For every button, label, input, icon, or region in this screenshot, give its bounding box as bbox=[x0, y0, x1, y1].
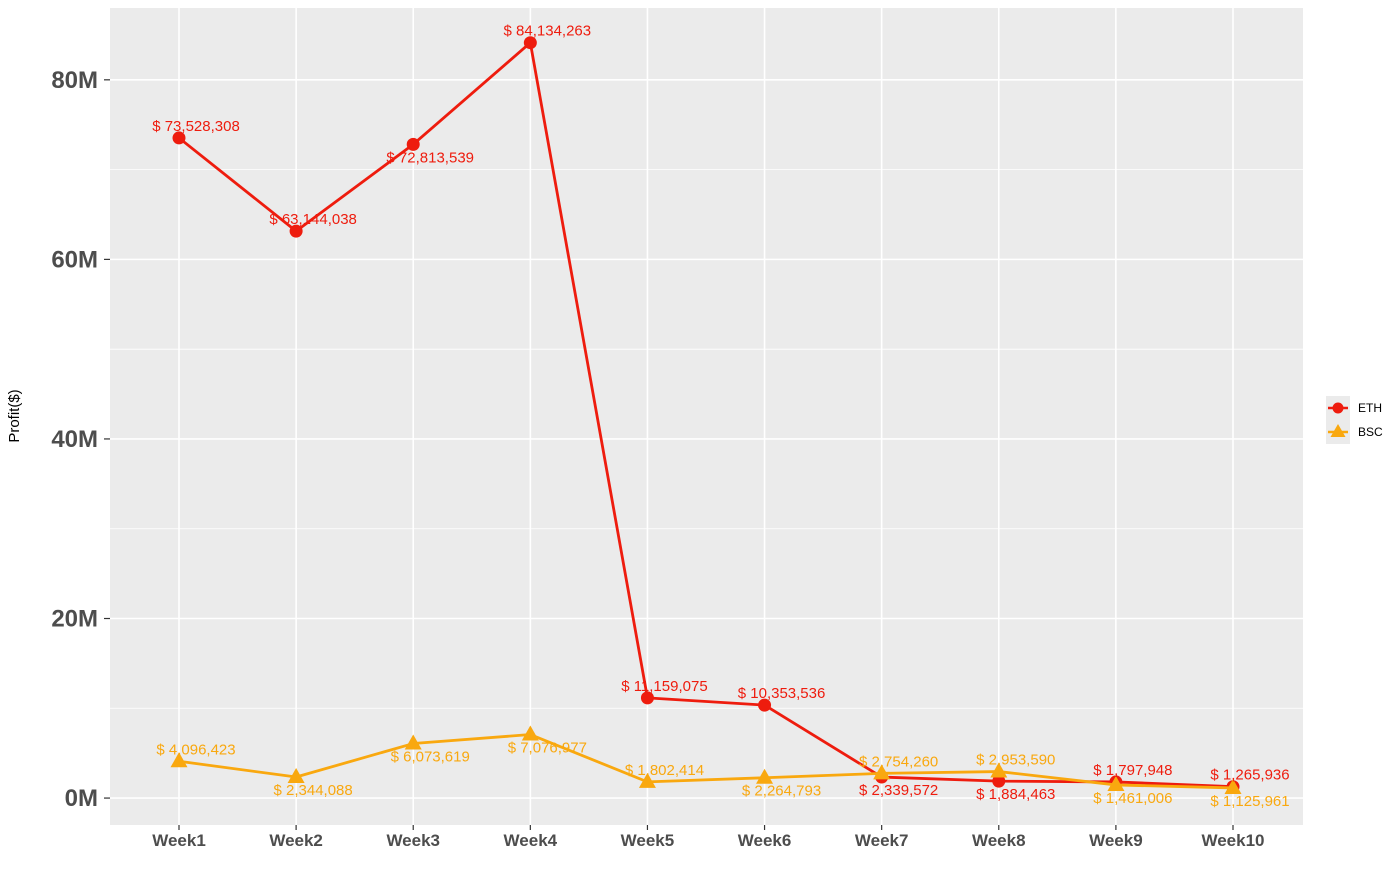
data-label: $ 2,344,088 bbox=[273, 782, 352, 799]
data-label: $ 1,884,463 bbox=[976, 786, 1055, 803]
data-point bbox=[873, 764, 891, 780]
data-point bbox=[640, 691, 654, 705]
data-label: $ 1,125,961 bbox=[1210, 793, 1289, 810]
legend: ETH BSC bbox=[1326, 396, 1383, 444]
x-tick-label: Week10 bbox=[1201, 831, 1264, 850]
data-point bbox=[172, 131, 186, 145]
data-label: $ 1,797,948 bbox=[1093, 762, 1172, 779]
x-tick-label: Week9 bbox=[1089, 831, 1143, 850]
series-eth bbox=[172, 36, 1240, 794]
data-point bbox=[758, 698, 772, 712]
x-axis: Week1 Week2 Week3 Week4 Week5 Week6 Week7 Week8… bbox=[152, 825, 1265, 850]
legend-label-eth: ETH bbox=[1358, 401, 1382, 415]
x-tick-label: Week1 bbox=[152, 831, 206, 850]
data-label: $ 10,353,536 bbox=[738, 685, 826, 702]
legend-label-bsc: BSC bbox=[1358, 425, 1383, 439]
data-point bbox=[992, 774, 1006, 788]
y-axis-label: Profit($) bbox=[6, 389, 23, 442]
x-tick-label: Week8 bbox=[972, 831, 1026, 850]
data-point bbox=[1107, 775, 1125, 791]
data-label: $ 63,144,038 bbox=[269, 211, 357, 228]
grid bbox=[110, 8, 1303, 825]
data-label: $ 2,754,260 bbox=[859, 753, 938, 770]
data-point bbox=[170, 752, 188, 768]
plot-panel bbox=[110, 8, 1303, 825]
x-tick-label: Week5 bbox=[621, 831, 675, 850]
data-label: $ 2,264,793 bbox=[742, 783, 821, 800]
series-bsc bbox=[170, 725, 1242, 794]
data-point bbox=[1224, 778, 1242, 794]
series-line bbox=[178, 41, 1234, 789]
data-label: $ 7,076,977 bbox=[508, 740, 587, 757]
y-tick-label: 20M bbox=[51, 606, 98, 633]
x-tick-label: Week7 bbox=[855, 831, 909, 850]
x-tick-label: Week2 bbox=[269, 831, 323, 850]
x-tick-label: Week6 bbox=[738, 831, 792, 850]
y-tick-label: 80M bbox=[51, 67, 98, 94]
data-label: $ 6,073,619 bbox=[391, 749, 470, 766]
data-label: $ 72,813,539 bbox=[386, 149, 474, 166]
data-label: $ 2,339,572 bbox=[859, 782, 938, 799]
data-label: $ 2,953,590 bbox=[976, 752, 1055, 769]
y-tick-label: 0M bbox=[65, 785, 98, 812]
data-point bbox=[289, 224, 303, 238]
data-label: $ 1,265,936 bbox=[1210, 767, 1289, 784]
data-point bbox=[756, 768, 774, 784]
data-label: $ 1,802,414 bbox=[625, 762, 704, 779]
legend-marker-eth bbox=[1332, 402, 1344, 414]
data-point bbox=[287, 768, 305, 784]
y-axis: 0M 20M 40M 60M 80M bbox=[51, 67, 110, 812]
data-point bbox=[404, 734, 422, 750]
y-tick-label: 60M bbox=[51, 246, 98, 273]
series-line bbox=[178, 733, 1234, 790]
y-tick-label: 40M bbox=[51, 426, 98, 453]
data-point bbox=[638, 772, 656, 788]
data-point bbox=[523, 36, 537, 50]
data-label: $ 4,096,423 bbox=[156, 741, 235, 758]
data-label: $ 84,134,263 bbox=[504, 23, 592, 40]
data-point bbox=[406, 137, 420, 151]
data-point bbox=[990, 762, 1008, 778]
legend-marker-bsc bbox=[1330, 424, 1346, 437]
data-label: $ 11,159,075 bbox=[621, 678, 707, 695]
x-tick-label: Week4 bbox=[504, 831, 558, 850]
data-point bbox=[521, 725, 539, 741]
data-labels-eth: $ 73,528,308 $ 63,144,038 $ 72,813,539 $ 84… bbox=[152, 23, 1289, 803]
data-label: $ 73,528,308 bbox=[152, 118, 240, 135]
data-label: $ 1,461,006 bbox=[1093, 790, 1172, 807]
data-labels-bsc: $ 4,096,423 $ 2,344,088 $ 6,073,619 $ 7,076… bbox=[156, 740, 1289, 810]
series-layer: $ 73,528,308 $ 63,144,038 $ 72,813,539 $ 84… bbox=[152, 23, 1289, 810]
x-tick-label: Week3 bbox=[386, 831, 440, 850]
